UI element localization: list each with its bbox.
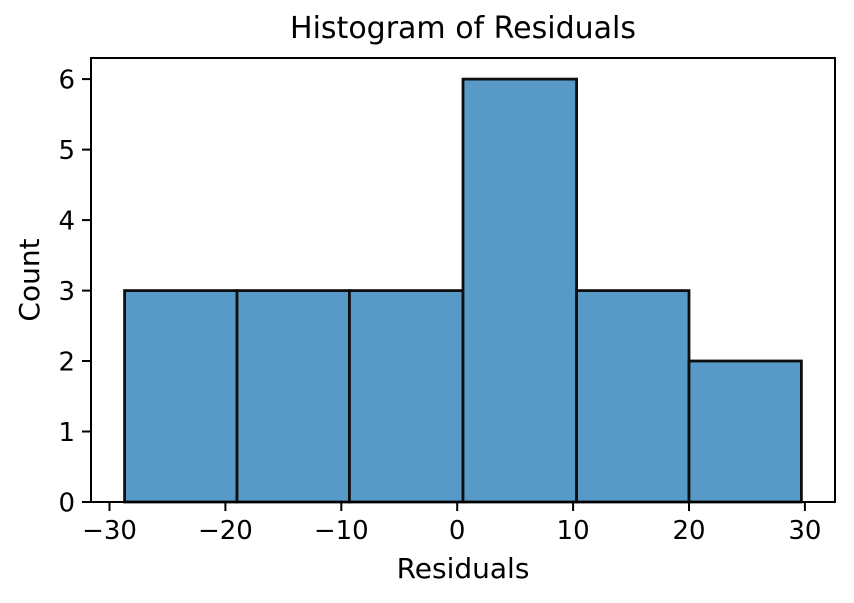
x-tick-label: 10 bbox=[557, 516, 590, 546]
y-tick-label: 3 bbox=[58, 277, 75, 307]
y-tick-label: 0 bbox=[58, 489, 75, 519]
plot-border bbox=[90, 57, 836, 503]
y-tick-label: 2 bbox=[58, 348, 75, 378]
x-tick-label: −10 bbox=[314, 516, 369, 546]
histogram-bar bbox=[235, 289, 351, 504]
histogram-bar bbox=[687, 359, 803, 504]
x-tick-label: 20 bbox=[672, 516, 705, 546]
y-tick-label: 4 bbox=[58, 207, 75, 237]
histogram-bar bbox=[461, 77, 578, 504]
x-tick-label: 30 bbox=[788, 516, 821, 546]
histogram-bar bbox=[347, 289, 465, 504]
x-tick-label: −20 bbox=[198, 516, 253, 546]
chart-title: Histogram of Residuals bbox=[290, 11, 636, 46]
x-tick-label: 0 bbox=[449, 516, 466, 546]
x-tick-label: −30 bbox=[82, 516, 137, 546]
y-axis-label: Count bbox=[13, 238, 46, 322]
histogram-bar bbox=[575, 289, 691, 504]
y-tick-label: 6 bbox=[58, 66, 75, 96]
y-tick-label: 1 bbox=[58, 418, 75, 448]
histogram-bar bbox=[123, 289, 239, 504]
y-tick-label: 5 bbox=[58, 136, 75, 166]
x-axis-label: Residuals bbox=[396, 552, 530, 585]
